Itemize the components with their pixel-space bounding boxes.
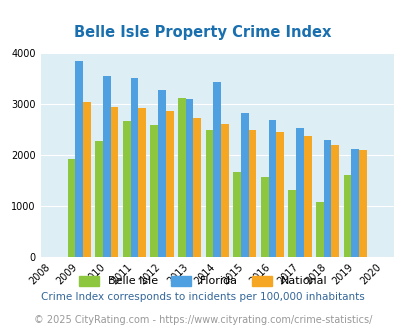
Legend: Belle Isle, Florida, National: Belle Isle, Florida, National — [75, 271, 330, 291]
Bar — [75, 61, 83, 257]
Bar — [323, 140, 330, 257]
Text: Crime Index corresponds to incidents per 100,000 inhabitants: Crime Index corresponds to incidents per… — [41, 292, 364, 302]
Bar — [103, 76, 111, 257]
Bar — [288, 190, 295, 257]
Bar — [95, 141, 103, 257]
Bar — [193, 118, 201, 257]
Text: Belle Isle Property Crime Index: Belle Isle Property Crime Index — [74, 25, 331, 41]
Bar — [221, 124, 228, 257]
Bar — [350, 149, 358, 257]
Bar — [240, 113, 248, 257]
Bar — [260, 177, 268, 257]
Bar — [205, 130, 213, 257]
Bar — [303, 136, 311, 257]
Bar — [248, 130, 256, 257]
Bar — [83, 102, 91, 257]
Bar — [213, 82, 221, 257]
Bar — [275, 132, 283, 257]
Text: © 2025 CityRating.com - https://www.cityrating.com/crime-statistics/: © 2025 CityRating.com - https://www.city… — [34, 315, 371, 325]
Bar — [130, 78, 138, 257]
Bar — [315, 202, 323, 257]
Bar — [123, 121, 130, 257]
Bar — [138, 108, 146, 257]
Bar — [358, 150, 366, 257]
Bar — [268, 120, 275, 257]
Bar — [295, 128, 303, 257]
Bar — [177, 98, 185, 257]
Bar — [111, 107, 118, 257]
Bar — [330, 146, 338, 257]
Bar — [232, 173, 240, 257]
Bar — [158, 90, 166, 257]
Bar — [185, 99, 193, 257]
Bar — [68, 159, 75, 257]
Bar — [343, 175, 350, 257]
Bar — [166, 111, 173, 257]
Bar — [150, 125, 158, 257]
